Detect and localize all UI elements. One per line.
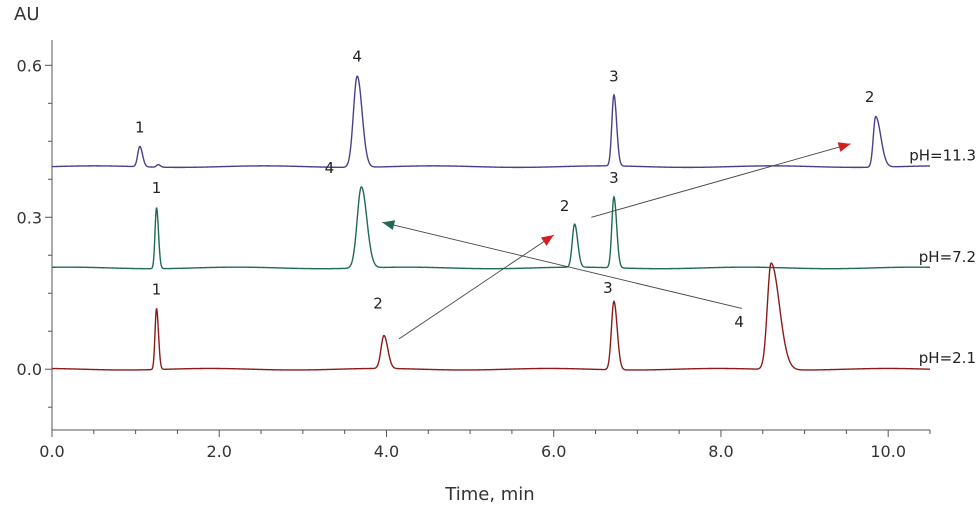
arrows-group — [382, 142, 851, 340]
series-label: pH=7.2 — [919, 248, 976, 266]
series-group — [51, 75, 931, 371]
series-line-0 — [51, 75, 931, 169]
x-tick-label: 0.0 — [39, 442, 64, 461]
peak-label: 2 — [373, 294, 383, 312]
x-tick-label: 4.0 — [374, 442, 399, 461]
peak-label: 4 — [734, 313, 744, 331]
shift-arrow-line — [398, 234, 554, 340]
axes: 0.0 2.0 4.0 6.0 8.0 10.0 0.0 0.3 0.6 — [17, 40, 931, 461]
peak-label: 3 — [609, 169, 619, 187]
peak-label: 1 — [152, 179, 162, 197]
series-line-1 — [52, 186, 931, 270]
x-tick-label: 8.0 — [708, 442, 733, 461]
labels-group: 1 4 3 2 pH=11.3 1 4 2 3 pH=7.2 1 2 3 4 pH=2.1 — [135, 47, 976, 367]
peak-label: 4 — [352, 47, 362, 65]
peak-label: 1 — [152, 280, 162, 298]
peak-label: 2 — [560, 197, 570, 215]
peak-label: 1 — [135, 118, 145, 136]
y-axis-title: AU — [14, 4, 40, 25]
shift-arrow-head — [540, 235, 554, 246]
peak-label: 3 — [603, 279, 613, 297]
series-label: pH=2.1 — [919, 349, 976, 367]
peak-label: 3 — [609, 68, 619, 86]
peak-label: 4 — [325, 159, 335, 177]
y-tick-label: 0.0 — [17, 360, 42, 379]
shift-arrow-head — [382, 220, 396, 230]
peak-label: 2 — [865, 88, 875, 106]
x-tick-label: 2.0 — [207, 442, 232, 461]
shift-arrow-head — [837, 142, 851, 152]
x-axis-title: Time, min — [444, 484, 534, 505]
x-tick-label: 10.0 — [870, 442, 906, 461]
shift-arrow-line — [591, 143, 851, 218]
x-tick-label: 6.0 — [541, 442, 566, 461]
shift-arrow-line — [382, 221, 742, 309]
series-label: pH=11.3 — [909, 147, 976, 165]
y-tick-label: 0.3 — [17, 208, 42, 227]
y-tick-label: 0.6 — [17, 56, 42, 75]
series-line-2 — [52, 262, 931, 371]
